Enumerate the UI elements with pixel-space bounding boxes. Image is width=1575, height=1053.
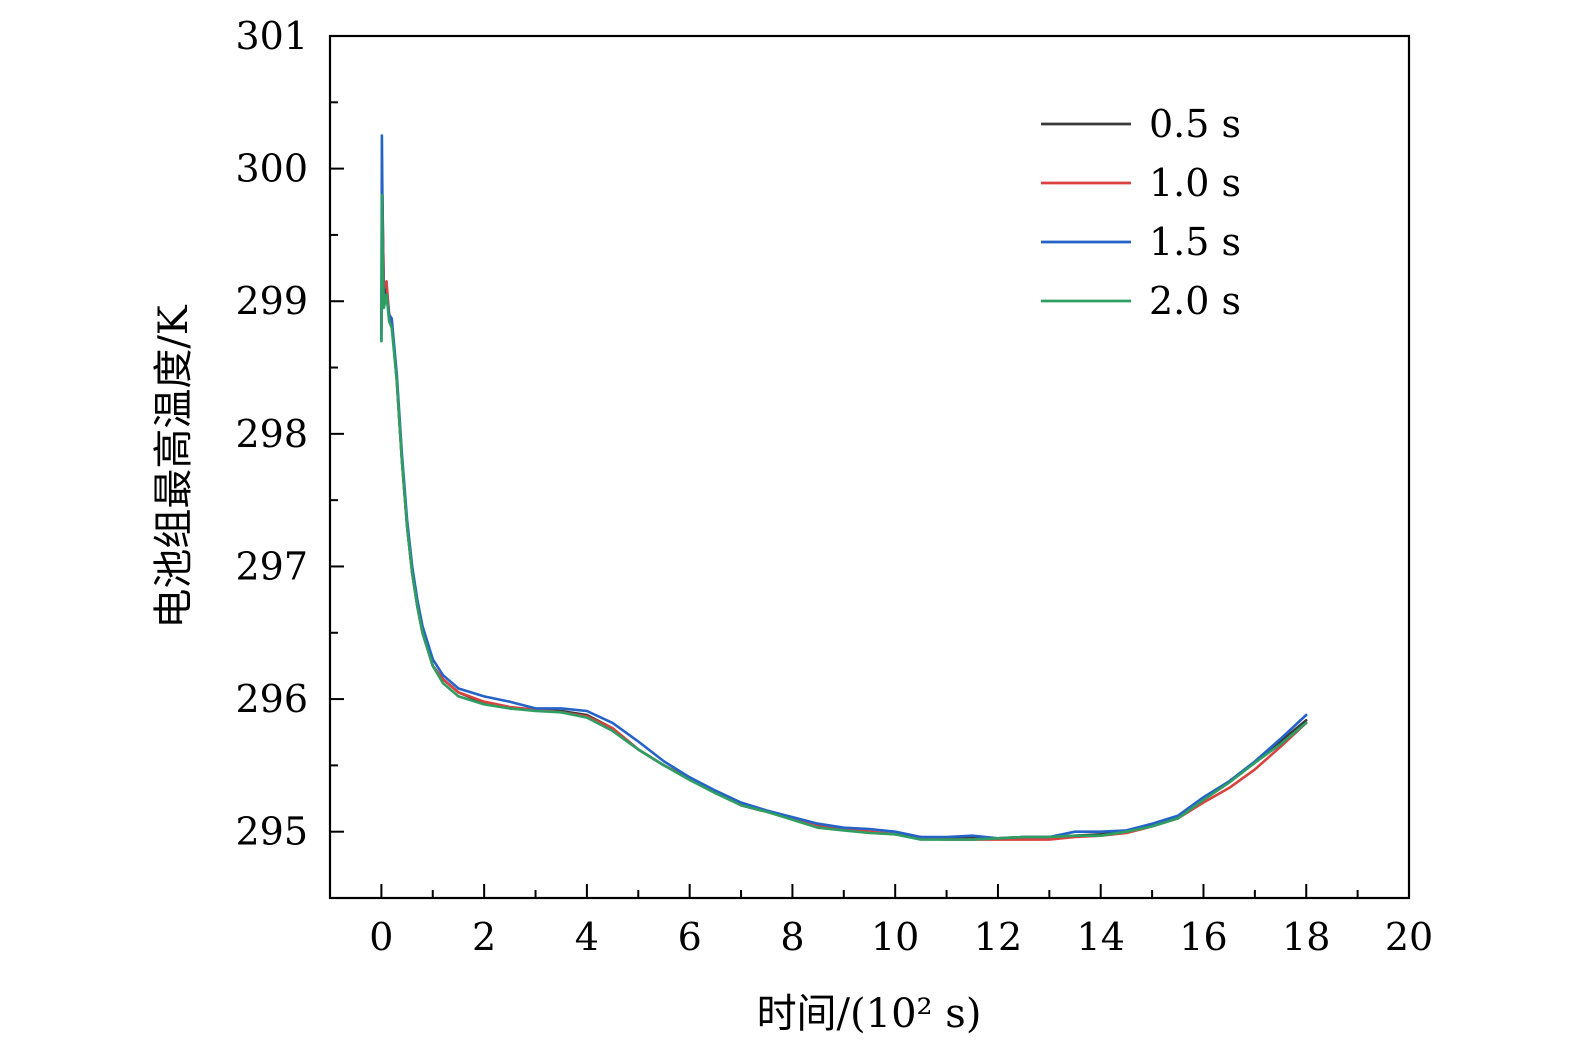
x-tick-label: 8 bbox=[780, 915, 804, 959]
y-tick-label: 297 bbox=[235, 544, 308, 588]
x-axis-title: 时间/(10² s) bbox=[757, 991, 982, 1037]
x-tick-label: 6 bbox=[678, 915, 702, 959]
y-tick-label: 299 bbox=[235, 279, 308, 323]
y-tick-label: 300 bbox=[235, 147, 308, 191]
plot-frame bbox=[328, 34, 1411, 900]
x-tick-label: 12 bbox=[974, 915, 1022, 959]
x-tick-label: 18 bbox=[1282, 915, 1330, 959]
x-tick-label: 4 bbox=[575, 915, 599, 959]
y-tick-label: 296 bbox=[235, 677, 308, 721]
series-line bbox=[380, 193, 1308, 841]
y-axis: 295 296 297 298 299 300 301 bbox=[235, 14, 344, 854]
legend-label: 0.5 s bbox=[1149, 102, 1241, 146]
legend-label: 1.5 s bbox=[1149, 220, 1241, 264]
y-tick-label: 298 bbox=[235, 412, 308, 456]
x-axis: 0 2 4 6 8 10 12 14 16 18 20 bbox=[369, 884, 1433, 959]
y-tick-label: 301 bbox=[235, 14, 308, 58]
x-tick-label: 20 bbox=[1385, 915, 1433, 959]
y-tick-label: 295 bbox=[235, 810, 308, 854]
legend-label: 2.0 s bbox=[1149, 279, 1241, 323]
series-layer bbox=[380, 134, 1308, 841]
legend: 0.5 s 1.0 s 1.5 s 2.0 s bbox=[1041, 102, 1241, 323]
x-tick-label: 0 bbox=[369, 915, 393, 959]
x-tick-label: 2 bbox=[472, 915, 496, 959]
legend-label: 1.0 s bbox=[1149, 161, 1241, 205]
y-axis-title: 电池组最高温度/K bbox=[151, 304, 197, 628]
x-tick-label: 10 bbox=[871, 915, 919, 959]
x-tick-label: 16 bbox=[1179, 915, 1227, 959]
x-tick-label: 14 bbox=[1077, 915, 1125, 959]
